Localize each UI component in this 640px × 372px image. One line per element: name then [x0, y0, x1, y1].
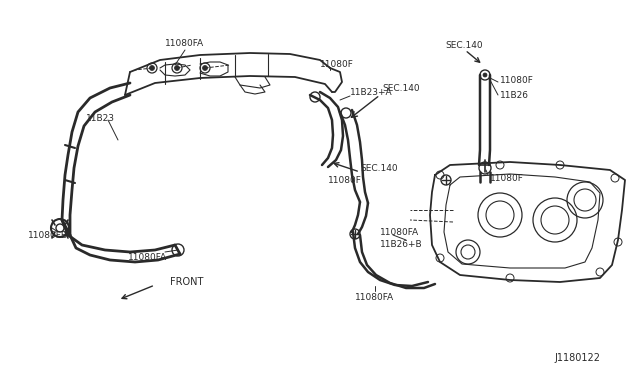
Circle shape [483, 73, 487, 77]
Text: 11080FA: 11080FA [165, 38, 205, 48]
Text: 11080FA: 11080FA [380, 228, 419, 237]
Circle shape [175, 65, 179, 71]
Text: SEC.140: SEC.140 [382, 83, 420, 93]
Text: SEC.140: SEC.140 [360, 164, 397, 173]
Text: 11B23+A: 11B23+A [350, 87, 392, 96]
Text: J1180122: J1180122 [554, 353, 600, 363]
Text: FRONT: FRONT [170, 277, 204, 287]
Text: 11080F: 11080F [328, 176, 362, 185]
Text: 11080F: 11080F [500, 76, 534, 84]
Text: 11080F: 11080F [490, 173, 524, 183]
Text: 11080F: 11080F [320, 60, 354, 68]
Text: 11B26: 11B26 [500, 90, 529, 99]
Text: 11080FA: 11080FA [129, 253, 168, 263]
Circle shape [202, 65, 207, 71]
Text: 11B26+B: 11B26+B [380, 240, 422, 248]
Circle shape [150, 65, 154, 71]
Text: 11B23: 11B23 [86, 113, 115, 122]
Text: SEC.140: SEC.140 [445, 41, 483, 49]
Text: 11080FA: 11080FA [355, 294, 395, 302]
Text: 11080FB: 11080FB [28, 231, 68, 240]
